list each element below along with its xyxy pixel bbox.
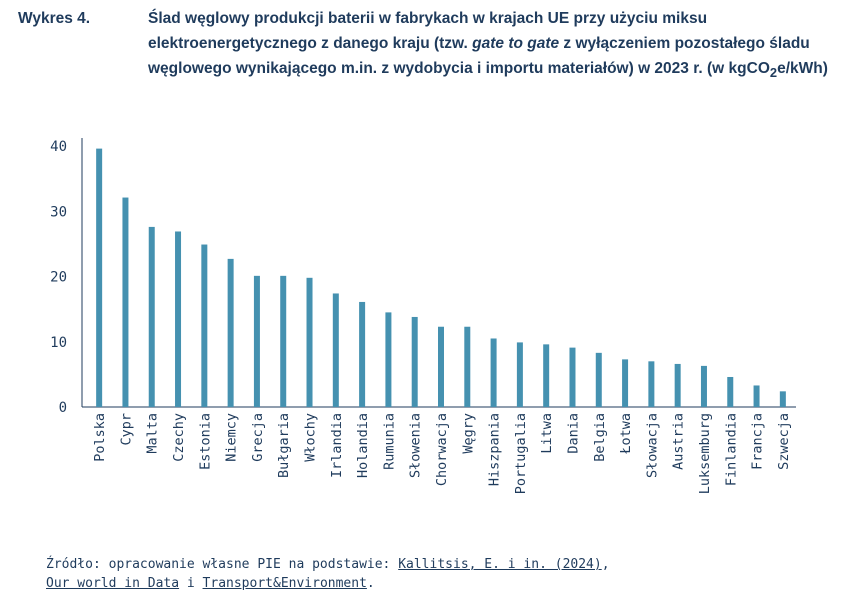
x-tick-label: Estonia [197,413,213,470]
bar [727,376,734,407]
bar [543,344,550,407]
bar [359,301,366,407]
y-tick-label: 40 [50,139,67,155]
title-subscript: 2 [769,65,778,81]
bar [753,385,760,407]
source-link-kallitsis[interactable]: Kallitsis, E. i in. (2024) [398,557,602,572]
bar [148,226,155,407]
bar [490,338,497,407]
x-tick-label: Chorwacja [434,413,450,486]
source-separator-2: i [179,576,203,591]
title-italic: gate to gate [472,35,560,52]
x-tick-label: Rumunia [381,413,397,470]
bar [438,326,444,407]
bar [280,275,287,407]
source-suffix: . [366,576,375,591]
x-tick-label: Malta [145,413,161,454]
bar [648,361,655,407]
x-tick-label: Holandia [355,413,371,478]
x-tick-label: Grecja [250,413,266,462]
title-part-2: z wyłączeniem pozostałego śladu węgloweg… [148,35,810,77]
y-tick-label: 20 [50,270,67,286]
bar [227,258,234,407]
source-note: Źródło: opracowanie własne PIE na podsta… [46,555,610,593]
bar [779,391,786,407]
bar [306,277,313,407]
x-tick-label: Belgia [592,413,608,462]
x-tick-label: Irlandia [329,413,345,478]
bar [674,363,681,407]
source-link-transport-environment[interactable]: Transport&Environment [202,576,367,591]
x-tick-label: Słowacja [644,413,660,478]
figure-label: Wykres 4. [18,10,91,27]
bar [122,197,129,407]
bar [175,231,182,407]
x-tick-label: Cypr [118,413,134,446]
x-tick-label: Francja [750,413,766,470]
x-tick-label: Litwa [539,413,555,454]
x-tick-label: Austria [671,413,687,470]
bar [253,275,260,407]
bar [516,342,523,407]
y-tick-label: 30 [50,204,67,220]
x-tick-label: Słowenia [408,413,424,478]
source-link-our-world-in-data[interactable]: Our world in Data [46,576,180,591]
x-tick-label: Finlandia [723,413,739,486]
title-part-3: e/kWh) [777,60,828,77]
bar [201,244,208,407]
bar [622,359,629,407]
x-tick-label: Włochy [303,413,319,462]
y-tick-label: 0 [59,400,67,416]
x-tick-label: Węgry [460,413,476,454]
y-tick-label: 10 [50,335,67,351]
bar [411,316,418,407]
x-tick-label: Dania [565,413,581,454]
x-tick-label: Luksemburg [697,413,713,494]
source-separator-1: , [601,557,610,572]
bar [595,352,602,407]
bar [569,347,576,407]
x-tick-label: Łotwa [618,413,634,455]
x-tick-label: Hiszpania [487,413,503,486]
x-tick-label: Szwecja [776,413,792,470]
title-part-1: Ślad węglowy produkcji baterii w fabryka… [148,10,708,52]
bar [96,148,103,408]
x-tick-label: Polska [92,413,108,462]
x-tick-label: Niemcy [224,413,240,462]
bar [700,365,707,407]
source-prefix: Źródło: opracowanie własne PIE na podsta… [46,557,399,572]
x-tick-label: Bułgaria [276,413,292,478]
figure-title-text: Ślad węglowy produkcji baterii w fabryka… [148,6,848,85]
bar-chart: 0 10 20 30 40 Polska Cypr Malta Czechy Estonia Nie… [50,138,796,494]
bar [385,312,392,407]
x-tick-label: Portugalia [513,413,529,494]
x-tick-label: Czechy [171,413,187,462]
bar [464,326,471,407]
bar [332,293,339,407]
